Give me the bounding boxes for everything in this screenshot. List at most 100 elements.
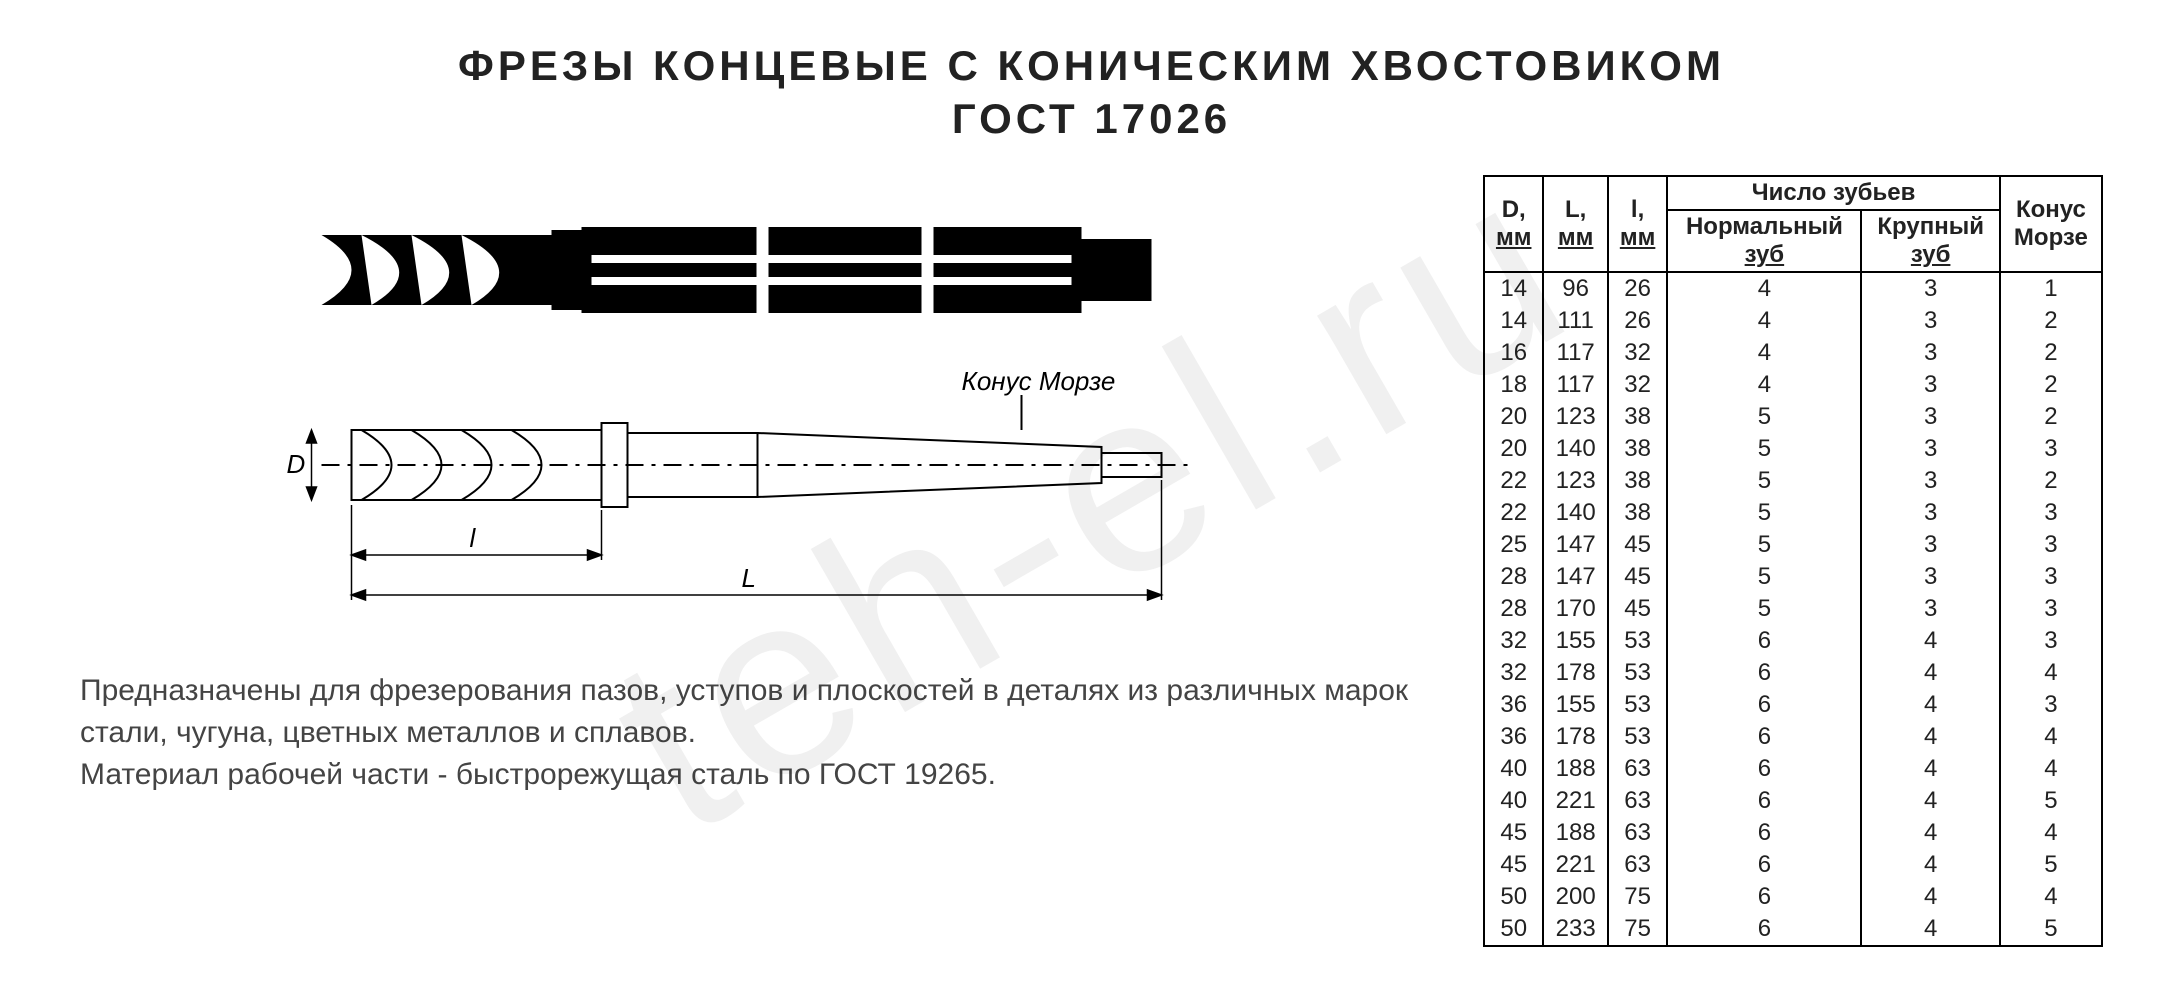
table-cell: 3: [1861, 593, 1999, 625]
table-cell: 3: [1861, 561, 1999, 593]
table-cell: 3: [1861, 369, 1999, 401]
table-cell: 188: [1543, 753, 1607, 785]
table-cell: 2: [2000, 465, 2102, 497]
content-row: Конус Морзе: [80, 175, 2103, 947]
table-cell: 32: [1608, 369, 1667, 401]
table-row: 3615553643: [1484, 689, 2102, 721]
table-cell: 38: [1608, 497, 1667, 529]
table-cell: 38: [1608, 465, 1667, 497]
table-cell: 38: [1608, 433, 1667, 465]
table-cell: 3: [2000, 593, 2102, 625]
spec-table-head: D, мм L, мм l, мм Число зубьев: [1484, 176, 2102, 272]
table-cell: 50: [1484, 881, 1543, 913]
table-cell: 3: [1861, 305, 1999, 337]
table-cell: 63: [1608, 753, 1667, 785]
table-row: 1611732432: [1484, 337, 2102, 369]
table-cell: 63: [1608, 785, 1667, 817]
table-cell: 123: [1543, 465, 1607, 497]
table-cell: 5: [1667, 465, 1861, 497]
table-cell: 188: [1543, 817, 1607, 849]
table-cell: 53: [1608, 721, 1667, 753]
dim-label-D: D: [287, 449, 306, 479]
table-cell: 2: [2000, 305, 2102, 337]
table-cell: 117: [1543, 369, 1607, 401]
table-cell: 155: [1543, 625, 1607, 657]
table-cell: 1: [2000, 272, 2102, 305]
table-cell: 2: [2000, 369, 2102, 401]
table-cell: 140: [1543, 497, 1607, 529]
col-large-tooth: Крупный зуб: [1861, 210, 1999, 272]
table-cell: 32: [1484, 657, 1543, 689]
dimension-D: D: [287, 430, 317, 500]
description-text: Предназначены для фрезерования пазов, ус…: [80, 670, 1423, 796]
table-cell: 6: [1667, 689, 1861, 721]
dimension-l: l: [352, 505, 602, 560]
table-cell: 3: [1861, 272, 1999, 305]
table-cell: 3: [2000, 625, 2102, 657]
table-cell: 32: [1608, 337, 1667, 369]
table-cell: 40: [1484, 785, 1543, 817]
table-row: 4522163645: [1484, 849, 2102, 881]
table-cell: 170: [1543, 593, 1607, 625]
table-cell: 5: [2000, 785, 2102, 817]
table-cell: 4: [1861, 657, 1999, 689]
table-cell: 36: [1484, 689, 1543, 721]
table-cell: 4: [1861, 753, 1999, 785]
col-D: D, мм: [1484, 176, 1543, 272]
table-cell: 3: [1861, 465, 1999, 497]
table-cell: 3: [2000, 433, 2102, 465]
table-cell: 53: [1608, 657, 1667, 689]
table-cell: 117: [1543, 337, 1607, 369]
table-row: 2212338532: [1484, 465, 2102, 497]
table-row: 4022163645: [1484, 785, 2102, 817]
col-l: l, мм: [1608, 176, 1667, 272]
table-cell: 3: [2000, 497, 2102, 529]
table-cell: 6: [1667, 913, 1861, 946]
table-cell: 6: [1667, 657, 1861, 689]
col-L: L, мм: [1543, 176, 1607, 272]
table-row: 149626431: [1484, 272, 2102, 305]
table-cell: 5: [1667, 433, 1861, 465]
table-cell: 4: [1667, 305, 1861, 337]
table-cell: 4: [1861, 785, 1999, 817]
table-cell: 4: [2000, 817, 2102, 849]
table-cell: 5: [2000, 913, 2102, 946]
table-cell: 4: [1861, 817, 1999, 849]
table-cell: 5: [1667, 497, 1861, 529]
table-cell: 3: [1861, 401, 1999, 433]
table-cell: 4: [2000, 881, 2102, 913]
left-column: Конус Морзе: [80, 175, 1423, 796]
dim-label-L: L: [742, 563, 756, 593]
table-cell: 18: [1484, 369, 1543, 401]
table-cell: 3: [1861, 433, 1999, 465]
spec-table-body: 1496264311411126432161173243218117324322…: [1484, 272, 2102, 946]
table-cell: 233: [1543, 913, 1607, 946]
table-cell: 22: [1484, 497, 1543, 529]
table-row: 2014038533: [1484, 433, 2102, 465]
table-cell: 4: [1667, 272, 1861, 305]
table-cell: 53: [1608, 625, 1667, 657]
table-cell: 40: [1484, 753, 1543, 785]
table-cell: 155: [1543, 689, 1607, 721]
table-cell: 45: [1484, 817, 1543, 849]
table-cell: 45: [1608, 593, 1667, 625]
table-row: 2514745533: [1484, 529, 2102, 561]
table-cell: 147: [1543, 561, 1607, 593]
diagram-top-render: [322, 227, 1152, 313]
table-row: 1411126432: [1484, 305, 2102, 337]
table-row: 2817045533: [1484, 593, 2102, 625]
table-cell: 2: [2000, 337, 2102, 369]
table-cell: 20: [1484, 433, 1543, 465]
table-cell: 6: [1667, 721, 1861, 753]
table-cell: 14: [1484, 305, 1543, 337]
table-cell: 53: [1608, 689, 1667, 721]
table-cell: 147: [1543, 529, 1607, 561]
table-cell: 6: [1667, 785, 1861, 817]
table-cell: 4: [1667, 369, 1861, 401]
table-cell: 96: [1543, 272, 1607, 305]
document-page: teh-el.ru ФРЕЗЫ КОНЦЕВЫЕ С КОНИЧЕСКИМ ХВ…: [0, 0, 2183, 1004]
table-cell: 63: [1608, 849, 1667, 881]
table-cell: 28: [1484, 593, 1543, 625]
table-row: 4518863644: [1484, 817, 2102, 849]
table-cell: 123: [1543, 401, 1607, 433]
